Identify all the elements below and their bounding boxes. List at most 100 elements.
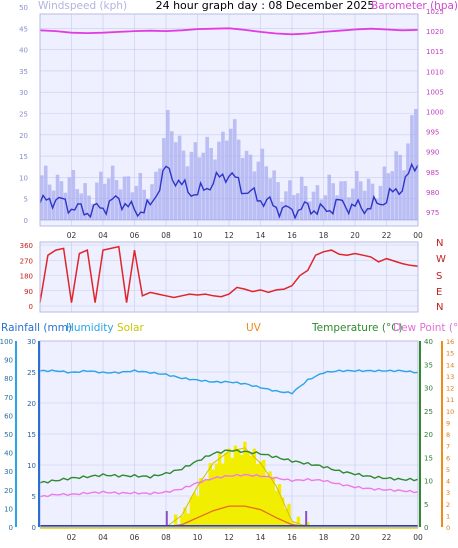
gust-bar xyxy=(146,198,150,220)
humidity-tick-label: 30 xyxy=(4,468,13,476)
gust-bar xyxy=(248,154,253,220)
compass-label: N xyxy=(436,238,443,249)
gust-bar xyxy=(110,165,115,220)
gust-bar xyxy=(295,193,300,220)
uv-tick-label: 15 xyxy=(446,350,454,358)
x-tick-label-bottom: 00 xyxy=(413,533,423,542)
direction-tick-label: 270 xyxy=(20,257,33,265)
uv-tick-label: 12 xyxy=(446,385,454,393)
uv-tick-label: 14 xyxy=(446,361,454,369)
gust-bar xyxy=(315,185,320,220)
gust-bar xyxy=(240,157,245,220)
gust-bar xyxy=(193,142,198,220)
windspeed-tick-label: 10 xyxy=(19,174,28,182)
solar-bar xyxy=(277,483,282,527)
windspeed-tick-label: 35 xyxy=(19,68,28,76)
solar-bar xyxy=(211,469,216,527)
solar-bar xyxy=(240,454,244,527)
barometer-tick-label: 985 xyxy=(426,169,439,177)
gust-bar xyxy=(158,168,162,220)
x-tick-label-bottom: 08 xyxy=(161,533,171,542)
dew-point-series-line xyxy=(39,473,419,498)
compass-label: N xyxy=(436,302,443,313)
compass-label: S xyxy=(436,271,442,282)
solar-bar xyxy=(268,471,272,527)
gust-bar xyxy=(181,150,186,220)
rainfall-tick-label: 10 xyxy=(27,462,36,470)
barometer-tick-label: 995 xyxy=(426,129,439,137)
gust-bar xyxy=(87,195,91,220)
uv-tick-label: 5 xyxy=(446,466,450,474)
x-tick-label-top: 14 xyxy=(256,231,266,240)
uv-axis-bar xyxy=(441,341,443,527)
legend-rainfall: Rainfall (mm) xyxy=(1,322,72,334)
gust-bar xyxy=(355,171,359,220)
gust-bar xyxy=(323,195,328,220)
climate-plot xyxy=(39,341,419,529)
legend-humidity: Humidity xyxy=(66,322,114,334)
windspeed-axis-label: Windspeed (kph) xyxy=(38,0,127,12)
gust-bar xyxy=(347,197,351,220)
humidity-tick-label: 20 xyxy=(4,487,13,495)
gust-bar xyxy=(244,150,249,220)
gust-bar xyxy=(162,138,166,220)
temperature-tick-label: 15 xyxy=(424,454,433,462)
gust-bar xyxy=(335,195,339,220)
axes: 0510152025303540455097598098599099510001… xyxy=(0,4,454,542)
barometer-tick-label: 980 xyxy=(426,189,439,197)
solar-bar xyxy=(221,463,225,527)
legend-dew-point: Dew Point (°C) xyxy=(393,322,458,334)
rainfall-tick-label: 25 xyxy=(27,369,36,377)
solar-bar xyxy=(230,458,234,527)
gust-bar xyxy=(319,199,324,220)
humidity-series-line xyxy=(39,369,419,395)
solar-bar xyxy=(296,516,301,527)
x-tick-label-top: 22 xyxy=(382,231,392,240)
temperature-tick-label: 20 xyxy=(424,431,433,439)
solar-bar xyxy=(236,448,241,527)
windspeed-tick-label: 15 xyxy=(19,153,28,161)
gust-bar xyxy=(362,190,367,220)
x-tick-label-bottom: 04 xyxy=(98,533,108,542)
direction-tick-label: 0 xyxy=(29,303,33,311)
uv-tick-label: 11 xyxy=(446,396,454,404)
gust-bar xyxy=(292,195,296,220)
solar-bar xyxy=(246,452,250,527)
gust-bar xyxy=(189,151,194,220)
solar-bar xyxy=(306,522,310,527)
chart-title: 24 hour graph day : 08 December 2025 xyxy=(156,0,375,12)
barometer-axis-label: Barometer (hpa) xyxy=(371,0,458,12)
wind-panel-border xyxy=(39,13,419,227)
gust-bar xyxy=(260,148,265,220)
solar-bar xyxy=(255,463,260,527)
x-tick-label-top: 06 xyxy=(130,231,140,240)
x-tick-label-top: 12 xyxy=(224,231,234,240)
gust-bar xyxy=(252,171,257,220)
gust-bar xyxy=(256,161,261,220)
gust-bar xyxy=(55,174,60,220)
barometer-tick-label: 1025 xyxy=(426,8,444,16)
gust-bar xyxy=(134,185,139,220)
rainfall-tick-label: 30 xyxy=(27,338,36,346)
uv-tick-label: 9 xyxy=(446,419,450,427)
solar-bar xyxy=(284,508,288,527)
gust-bar xyxy=(114,180,119,220)
windspeed-tick-label: 30 xyxy=(19,89,28,97)
temperature-axis-bar xyxy=(419,341,421,527)
gust-bar xyxy=(67,177,72,220)
uv-tick-label: 7 xyxy=(446,443,450,451)
rainfall-tick-label: 5 xyxy=(32,493,36,501)
solar-bar xyxy=(227,448,231,527)
gust-bar xyxy=(382,166,387,220)
gust-bar xyxy=(142,189,146,220)
uv-tick-label: 8 xyxy=(446,431,450,439)
barometer-tick-label: 975 xyxy=(426,209,439,217)
legend-uv: UV xyxy=(246,322,262,334)
humidity-tick-label: 0 xyxy=(9,524,13,532)
humidity-axis-bar xyxy=(15,341,17,527)
windspeed-tick-label: 20 xyxy=(19,132,28,140)
gust-bar xyxy=(410,115,414,220)
humidity-tick-label: 100 xyxy=(0,338,13,346)
